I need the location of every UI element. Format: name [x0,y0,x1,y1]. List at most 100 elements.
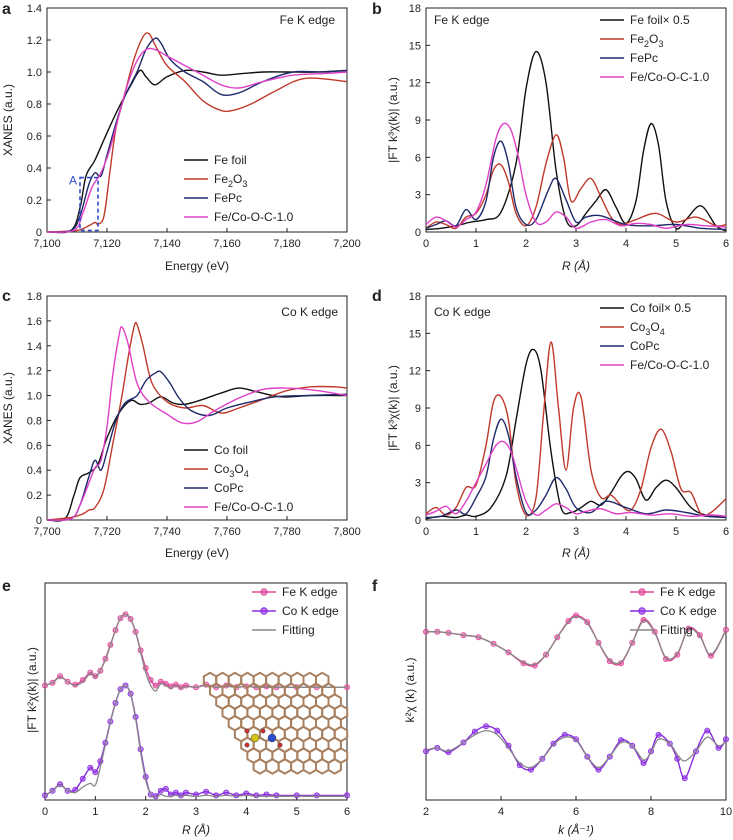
series-line-fitting-co- [425,729,727,769]
y-tick-label: 3 [415,190,421,202]
y-tick-label: 12 [409,78,421,90]
x-tick-label: 7,100 [33,238,61,250]
x-tick-label: 5 [673,238,679,250]
y-tick-label: 6 [415,152,421,164]
data-point [494,727,501,734]
x-tick-label: 7,720 [93,526,121,538]
atom [244,742,250,748]
x-tick-label: 4 [498,806,504,818]
panel-c-ylabel: XANES (a.u.) [1,372,15,444]
panel-a-xticks: 7,100 7,120 7,140 7,160 7,180 7,200 [33,228,361,250]
atom [260,728,266,734]
x-tick-label: 0 [423,526,429,538]
x-tick-label: 3 [193,806,199,818]
series-line-co3o4 [46,321,348,521]
y-tick-label: 0.6 [27,131,42,143]
panel-e-ylabel: |FT k²χ(k)| (a.u.) [25,647,39,733]
panel-c-series [46,321,348,522]
panel-c-letter: c [2,288,11,305]
x-tick-label: 4 [623,526,629,538]
legend-label: Fe2O3 [214,172,247,189]
panel-c-xticks: 7,700 7,720 7,740 7,760 7,780 7,800 [33,516,361,538]
y-tick-label: 1.2 [27,366,42,378]
data-point [681,775,688,782]
x-tick-label: 1 [473,238,479,250]
x-tick-label: 7,200 [333,238,361,250]
atom [277,742,283,748]
x-tick-label: 6 [723,238,729,250]
panel-d-ylabel: |FT k³χ(k)| (a.u.) [386,365,400,451]
legend-label: Fe foil [214,153,247,167]
legend-label: Fe/Co-O-C-1.0 [630,358,710,372]
data-point [655,731,662,738]
y-tick-label: 9 [415,115,421,127]
x-tick-label: 7,180 [273,238,301,250]
carbon-ring [327,758,342,775]
x-tick-label: 7,140 [153,238,181,250]
panel-d-series [425,341,727,520]
y-tick-label: 1.2 [27,35,42,47]
panel-c: c 0 0.2 0.4 0.6 0.8 1.0 1.2 1.4 1.6 1.8 7,700 7,72… [1,288,361,560]
y-tick-label: 18 [409,3,421,15]
carbon-ring [252,758,268,775]
panel-f-ylabel: k²χ (k) (a.u.) [403,658,417,723]
data-point [79,775,86,782]
series-line-fepc [46,37,348,233]
series-line-fe-foil [46,69,348,234]
series-line-fe-co-o-c-1-0 [425,122,727,230]
y-tick-label: 0.8 [27,99,42,111]
y-tick-label: 0.2 [27,490,42,502]
legend-label: Co K edge [282,604,339,618]
panel-f-xlabel: k (Å⁻¹) [558,822,594,837]
series-line-fitting-co- [44,684,347,798]
y-tick-label: 12 [409,366,421,378]
legend-label: Fe/Co-O-C-1.0 [630,70,710,84]
y-tick-label: 0.2 [27,195,42,207]
panel-c-annotation: Co K edge [281,305,338,319]
panel-e-xlabel: R (Å) [182,822,210,837]
panel-a-letter: a [2,1,11,18]
x-tick-label: 5 [673,526,679,538]
carbon-ring [315,758,330,775]
carbon-ring [290,758,305,775]
y-tick-label: 1.0 [27,67,42,79]
data-point [313,792,320,799]
carbon-ring [277,758,293,775]
carbon-ring [302,758,317,775]
series-line-fitting [425,615,727,666]
data-point [606,658,613,665]
legend-label: Co K edge [660,604,717,618]
panel-d-xlabel: R (Å) [562,545,590,560]
panel-e: e 0 1 2 3 4 5 6 Fe K edge Co K edge Fitting R (Å… [2,578,350,837]
y-tick-label: 0.4 [27,163,42,175]
data-point [213,792,220,799]
panel-a-xlabel: Energy (eV) [165,259,229,273]
y-tick-label: 3 [415,478,421,490]
series-line-co-k-edge [425,725,727,779]
panel-f-legend: Fe K edge Co K edge Fitting [630,585,717,637]
panel-a: a 0 0.2 0.4 0.6 0.8 1.0 1.2 1.4 7,100 7,120 7,140… [1,1,361,273]
legend-label: Fe K edge [660,585,716,599]
x-tick-label: 2 [423,806,429,818]
y-tick-label: 0 [36,515,42,527]
legend-label: Co foil× 0.5 [630,301,691,315]
panel-e-legend: Fe K edge Co K edge Fitting [252,585,339,637]
series-line-fe2o3 [46,32,348,233]
y-tick-label: 9 [415,403,421,415]
atomic-structure-inset [202,671,349,775]
data-point [550,740,557,747]
panel-d-annotation: Co K edge [434,305,491,319]
y-tick-label: 1.6 [27,316,42,328]
y-tick-label: 0 [415,227,421,239]
legend-label: Fitting [660,623,693,637]
region-a-label: A [69,174,77,188]
x-tick-label: 1 [473,526,479,538]
legend-marker [638,588,646,596]
data-point [182,789,189,796]
panel-b-letter: b [372,1,382,18]
panel-e-letter: e [2,578,11,595]
series-line-copc [46,370,348,521]
panel-b-ylabel: |FT k³χ(k)| (a.u.) [386,77,400,163]
